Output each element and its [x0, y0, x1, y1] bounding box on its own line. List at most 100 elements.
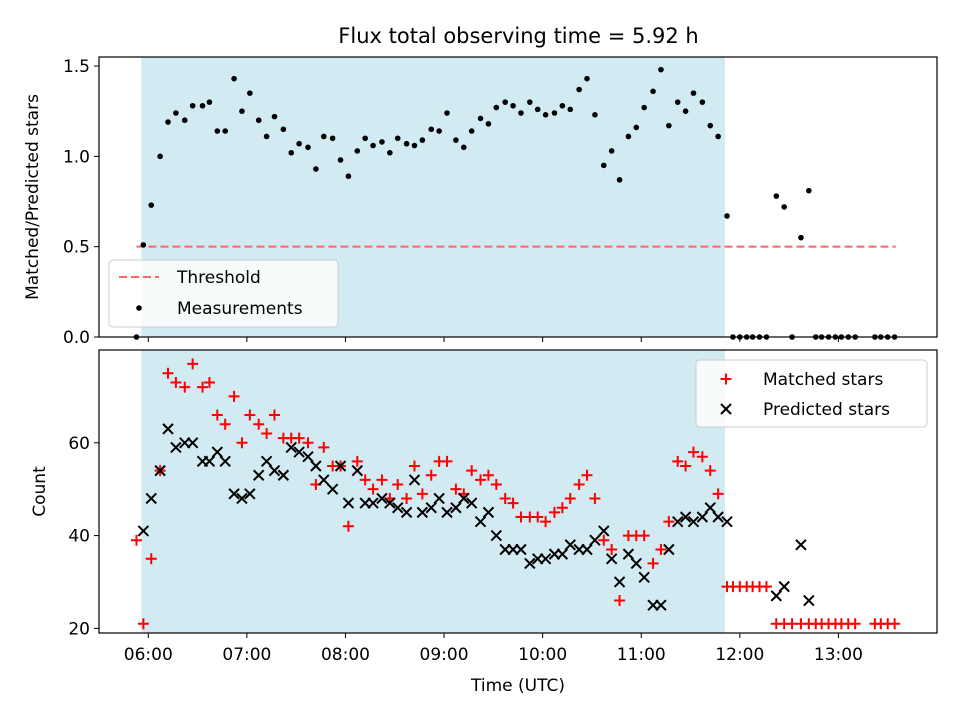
predicted-star-point [318, 474, 330, 486]
matched-star-point [425, 469, 437, 481]
predicted-star-point [589, 534, 601, 546]
matched-star-point [137, 618, 149, 630]
matched-star-point [466, 465, 478, 477]
measurement-point [468, 128, 475, 134]
measurement-point [527, 99, 533, 105]
predicted-star-point [556, 548, 569, 560]
legend-threshold-label: Threshold [176, 268, 261, 288]
matched-star-point [441, 455, 453, 467]
predicted-star-point [400, 506, 413, 519]
predicted-star-point [170, 441, 182, 454]
measurement-point [510, 102, 516, 109]
measurement-point [305, 144, 311, 151]
matched-star-point [130, 534, 142, 546]
measurement-point [485, 121, 492, 127]
predicted-star-point [253, 469, 265, 481]
predicted-star-point [211, 446, 224, 458]
predicted-star-point [326, 483, 339, 495]
predicted-star-point [236, 492, 248, 505]
matched-star-point [342, 520, 354, 532]
measurement-point [460, 144, 467, 151]
measurement-point [354, 148, 361, 154]
predicted-star-point [260, 455, 273, 468]
predicted-star-point [203, 455, 216, 468]
legend-matched-marker [720, 373, 732, 385]
matched-star-point [408, 460, 420, 472]
predicted-star-point [244, 488, 256, 500]
measurement-point [584, 75, 590, 82]
predicted-star-point [672, 515, 684, 528]
matched-star-point [392, 479, 404, 491]
measurement-point [690, 90, 697, 96]
measurement-point [666, 122, 672, 129]
measurement-point [403, 140, 410, 147]
measurement-point [592, 112, 598, 118]
count-panel: 20 40 60 06:00 07:00 08:00 09:00 10:00 11:00 12:0… [30, 349, 938, 696]
matched-star-point [680, 460, 692, 472]
matched-star-point [145, 553, 157, 565]
matched-star-point [482, 469, 494, 481]
predicted-star-point [795, 539, 807, 551]
predicted-star-point [638, 571, 650, 584]
count-axes-frame [98, 349, 938, 634]
predicted-star-point [539, 553, 552, 565]
measurement-point [699, 99, 706, 105]
matched-star-point [293, 432, 305, 444]
count-plot-marks [130, 358, 901, 630]
measurement-point [214, 128, 221, 134]
measurement-point [798, 234, 804, 241]
measurement-point [148, 202, 155, 208]
matched-star-point [638, 530, 650, 542]
predicted-star-point [605, 553, 618, 565]
predicted-star-point [154, 464, 166, 477]
matched-star-point [268, 409, 280, 421]
ratio-axes-frame [98, 56, 938, 338]
measurement-point [263, 133, 270, 140]
matched-star-point [162, 367, 174, 379]
measurement-point [477, 115, 484, 122]
matched-star-point [244, 409, 256, 421]
ratio-y-tick-label: 0.0 [63, 328, 90, 348]
x-tick-label: 06:00 [124, 645, 173, 665]
predicted-star-point [598, 525, 610, 537]
predicted-star-point [687, 515, 700, 528]
measurement-point [296, 140, 302, 147]
measurement-point [773, 193, 780, 199]
observing-window-shade-bottom [141, 350, 726, 633]
predicted-star-point [137, 525, 150, 537]
measurement-point [674, 99, 681, 105]
measurement-point [239, 108, 245, 114]
measurement-point [658, 66, 664, 73]
matched-star-point [704, 465, 716, 477]
measurement-point [370, 142, 376, 149]
matched-star-point [351, 455, 363, 467]
matched-star-point [548, 506, 560, 518]
measurement-point [518, 110, 524, 116]
measurement-point [379, 139, 385, 145]
count-y-tick-label: 20 [68, 619, 90, 639]
matched-star-point [687, 446, 699, 458]
ratio-y-tick-label: 0.5 [63, 238, 90, 258]
x-tick-label: 10:00 [518, 645, 567, 665]
measurement-point [542, 112, 549, 118]
predicted-star-point [408, 474, 421, 486]
matched-star-point [598, 534, 610, 546]
measurement-point [313, 166, 319, 172]
matched-star-point [573, 479, 585, 491]
matched-star-point [507, 497, 519, 509]
matched-star-point [589, 492, 601, 504]
predicted-star-point [450, 502, 462, 514]
measurement-point [157, 153, 163, 160]
measurement-point [288, 149, 295, 156]
measurement-point [181, 117, 188, 124]
predicted-star-point [334, 460, 347, 472]
predicted-star-point [310, 460, 322, 472]
count-legend: Matched stars Predicted stars [695, 359, 928, 428]
x-tick-label: 09:00 [420, 645, 469, 665]
predicted-star-point [721, 515, 733, 528]
predicted-star-point [482, 506, 495, 519]
predicted-star-point [613, 576, 626, 588]
measurement-point [641, 104, 647, 111]
predicted-star-point [277, 469, 290, 481]
